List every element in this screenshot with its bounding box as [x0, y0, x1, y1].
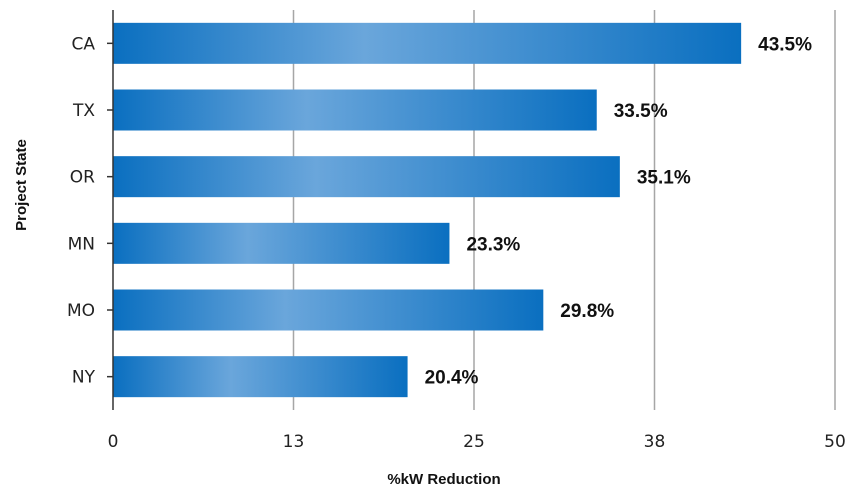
category-label-ny: NY: [72, 368, 96, 388]
category-labels: CA TX OR MN MO NY: [67, 34, 96, 387]
category-label-tx: TX: [72, 101, 95, 121]
x-tick-label: 50: [824, 432, 846, 452]
x-tick-label: 13: [283, 432, 305, 452]
bar-or: [113, 156, 620, 198]
category-label-mn: MN: [68, 234, 95, 254]
data-label-ny: 20.4%: [425, 368, 479, 389]
data-label-ca: 43.5%: [758, 34, 812, 55]
x-tick-label: 25: [463, 432, 485, 452]
category-label-mo: MO: [67, 301, 95, 321]
category-label-ca: CA: [72, 34, 96, 54]
bar-tx: [113, 89, 597, 131]
bar-ny: [113, 356, 408, 398]
data-label-mo: 29.8%: [560, 301, 614, 322]
data-label-or: 35.1%: [637, 168, 691, 189]
x-tick-label: 0: [108, 432, 119, 452]
x-tick-label: 38: [644, 432, 666, 452]
data-labels: 43.5% 33.5% 35.1% 23.3% 29.8% 20.4%: [425, 34, 813, 388]
category-label-or: OR: [70, 168, 95, 188]
x-axis-title: %kW Reduction: [387, 471, 500, 488]
bar-mo: [113, 289, 544, 331]
bar-mn: [113, 222, 450, 264]
data-label-tx: 33.5%: [614, 101, 668, 122]
data-label-mn: 23.3%: [466, 234, 520, 255]
y-axis-title: Project State: [13, 139, 30, 231]
bar-ca: [113, 22, 742, 64]
gridlines: [292, 10, 836, 410]
tick-labels: 0 13 25 38 50: [108, 432, 846, 452]
bars: [107, 22, 742, 398]
